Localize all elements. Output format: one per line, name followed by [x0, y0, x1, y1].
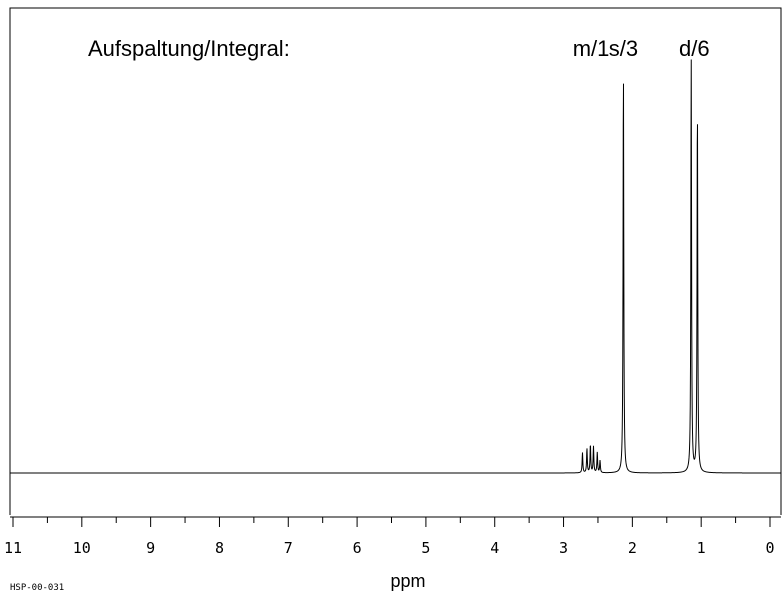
x-tick-label: 4: [490, 539, 499, 557]
peak-annotation-label: s/3: [609, 36, 638, 61]
x-axis-label: ppm: [390, 571, 425, 591]
plot-frame: [9, 7, 782, 515]
x-tick-label: 8: [215, 539, 224, 557]
x-tick-label: 11: [4, 539, 22, 557]
peak-annotation-label: d/6: [679, 36, 710, 61]
x-tick-label: 10: [73, 539, 91, 557]
x-tick-label: 1: [697, 539, 706, 557]
x-tick-label: 5: [421, 539, 430, 557]
spectrum-trace: [10, 59, 781, 474]
x-tick-label: 7: [284, 539, 293, 557]
x-axis-tick-labels: 11 10 9 8 7 6 5 4 3 2 1 0: [4, 539, 775, 557]
spectrum-id-label: HSP-00-031: [10, 583, 64, 593]
peak-annotations: m/1 s/3 d/6: [573, 36, 710, 61]
x-tick-label: 3: [559, 539, 568, 557]
x-tick-label: 9: [146, 539, 155, 557]
x-tick-label: 2: [628, 539, 637, 557]
x-tick-label: 0: [765, 539, 774, 557]
peak-annotation-label: m/1: [573, 36, 610, 61]
x-axis-ticks: [12, 517, 771, 527]
header-label: Aufspaltung/Integral:: [88, 36, 290, 61]
x-tick-label: 6: [353, 539, 362, 557]
